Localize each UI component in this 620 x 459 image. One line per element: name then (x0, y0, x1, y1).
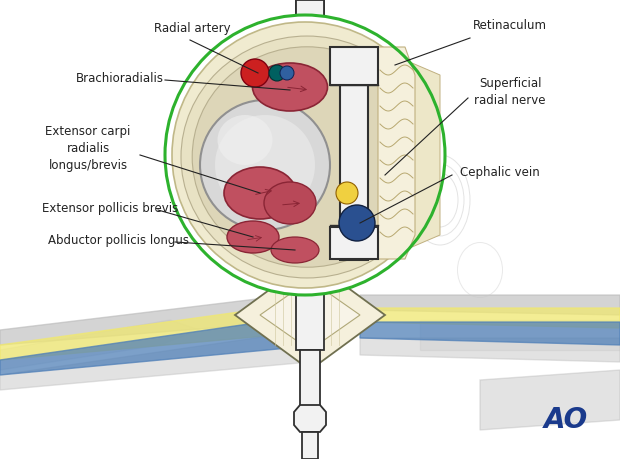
Ellipse shape (172, 22, 438, 288)
Circle shape (269, 65, 285, 81)
Ellipse shape (224, 167, 296, 219)
FancyBboxPatch shape (298, 242, 322, 260)
FancyBboxPatch shape (330, 227, 378, 259)
Polygon shape (0, 333, 340, 390)
Circle shape (165, 15, 445, 295)
FancyBboxPatch shape (340, 55, 368, 260)
FancyBboxPatch shape (288, 260, 332, 290)
Text: Radial artery: Radial artery (154, 22, 230, 35)
Polygon shape (294, 405, 326, 432)
Ellipse shape (283, 160, 337, 240)
Circle shape (336, 182, 358, 204)
FancyBboxPatch shape (296, 0, 324, 210)
Ellipse shape (200, 100, 330, 230)
Polygon shape (235, 260, 385, 370)
Polygon shape (360, 322, 620, 345)
Polygon shape (420, 320, 620, 350)
Ellipse shape (252, 63, 327, 111)
Text: Brachioradialis: Brachioradialis (76, 72, 164, 84)
Ellipse shape (181, 36, 433, 278)
Polygon shape (360, 308, 620, 328)
Circle shape (339, 205, 375, 241)
Polygon shape (0, 318, 340, 375)
FancyBboxPatch shape (302, 432, 318, 459)
Text: Retinaculum: Retinaculum (473, 19, 547, 32)
Polygon shape (378, 47, 415, 259)
Ellipse shape (192, 47, 422, 267)
Text: Extensor pollicis brevis: Extensor pollicis brevis (42, 202, 178, 214)
Text: Abductor pollicis longus: Abductor pollicis longus (48, 234, 188, 246)
Text: Superficial
radial nerve: Superficial radial nerve (474, 77, 546, 107)
FancyBboxPatch shape (296, 290, 324, 350)
Ellipse shape (227, 221, 279, 253)
FancyBboxPatch shape (288, 210, 332, 242)
Polygon shape (360, 338, 620, 362)
FancyBboxPatch shape (300, 350, 320, 410)
Ellipse shape (271, 237, 319, 263)
Polygon shape (480, 370, 620, 430)
Polygon shape (0, 305, 340, 360)
Circle shape (280, 66, 294, 80)
Ellipse shape (215, 115, 315, 215)
Ellipse shape (264, 182, 316, 224)
Polygon shape (0, 320, 200, 370)
Text: Cephalic vein: Cephalic vein (460, 166, 540, 179)
Text: AO: AO (544, 406, 588, 434)
Circle shape (241, 59, 269, 87)
Polygon shape (405, 60, 440, 250)
FancyBboxPatch shape (330, 47, 378, 85)
Polygon shape (260, 280, 360, 350)
Polygon shape (296, 0, 324, 212)
Text: Extensor carpi
radialis
longus/brevis: Extensor carpi radialis longus/brevis (45, 124, 131, 172)
Polygon shape (0, 295, 340, 345)
Polygon shape (360, 295, 620, 315)
Ellipse shape (218, 115, 273, 165)
